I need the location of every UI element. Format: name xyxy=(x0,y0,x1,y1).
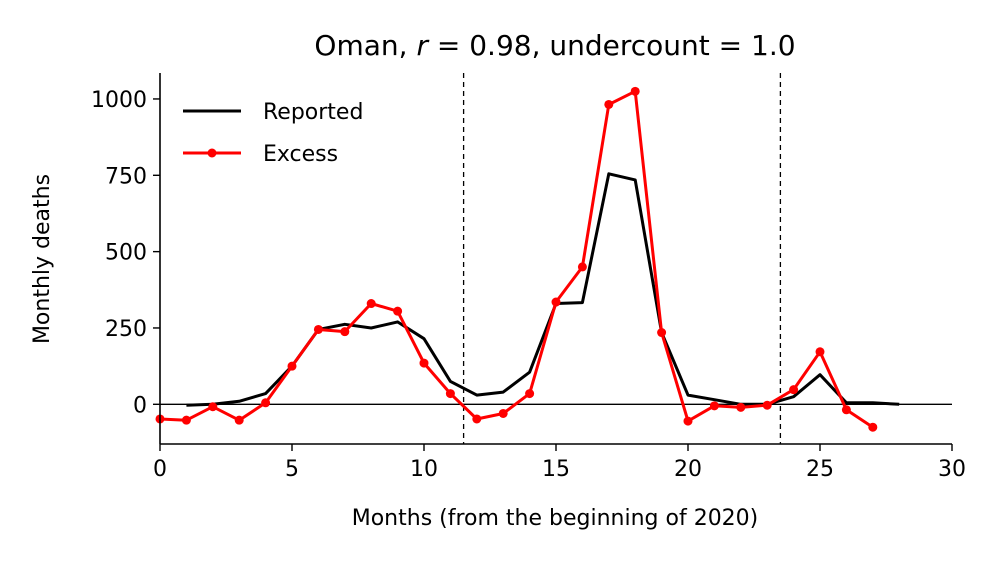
data-point-excess-25 xyxy=(815,347,825,357)
data-point-excess-21 xyxy=(709,401,719,411)
data-point-excess-8 xyxy=(366,299,376,309)
data-point-excess-6 xyxy=(313,324,323,334)
data-point-excess-26 xyxy=(841,405,851,415)
data-point-excess-27 xyxy=(868,422,878,432)
data-point-excess-15 xyxy=(551,297,561,307)
data-point-excess-20 xyxy=(683,416,693,426)
x-tick-label-2: 10 xyxy=(410,457,438,482)
x-axis-label: Months (from the beginning of 2020) xyxy=(352,506,759,531)
y-tick-label-4: 1000 xyxy=(91,88,147,113)
x-tick-label-1: 5 xyxy=(285,457,299,482)
data-point-excess-13 xyxy=(498,408,508,418)
y-tick-label-1: 250 xyxy=(105,317,147,342)
data-point-excess-5 xyxy=(287,361,297,371)
x-tick-label-0: 0 xyxy=(153,457,167,482)
data-point-excess-14 xyxy=(525,389,535,399)
y-axis-label: Monthly deaths xyxy=(30,174,55,344)
chart-title: Oman, r = 0.98, undercount = 1.0 xyxy=(314,29,795,62)
y-tick-label-2: 500 xyxy=(105,241,147,266)
legend-label-excess: Excess xyxy=(263,142,338,167)
y-tick-label-0: 0 xyxy=(133,393,147,418)
data-point-excess-9 xyxy=(393,306,403,316)
series-line-excess xyxy=(159,89,874,429)
title-prefix: Oman, xyxy=(314,29,416,62)
x-tick-label-5: 25 xyxy=(806,457,834,482)
data-point-excess-1 xyxy=(181,415,191,425)
title-suffix: = 0.98, undercount = 1.0 xyxy=(428,29,796,62)
data-point-excess-3 xyxy=(234,415,244,425)
data-point-excess-24 xyxy=(789,385,799,395)
data-point-excess-12 xyxy=(472,414,482,424)
legend-marker-excess xyxy=(207,148,217,158)
data-point-excess-4 xyxy=(261,398,271,408)
title-variable: r xyxy=(416,29,429,62)
data-point-excess-23 xyxy=(762,400,772,410)
plot-area: 0 5 10 15 20 25 30 0 250 500 750 1000 xyxy=(91,73,966,482)
data-point-excess-22 xyxy=(736,402,746,412)
x-tick-label-6: 30 xyxy=(938,457,966,482)
data-point-excess-11 xyxy=(445,389,455,399)
data-point-excess-7 xyxy=(340,327,350,337)
legend-label-reported: Reported xyxy=(263,100,363,125)
data-point-excess-17 xyxy=(604,99,614,109)
x-tick-label-4: 20 xyxy=(674,457,702,482)
data-point-excess-19 xyxy=(657,328,667,338)
data-point-excess-18 xyxy=(630,86,640,96)
series-line-reported xyxy=(186,172,900,407)
x-tick-label-3: 15 xyxy=(542,457,570,482)
data-point-excess-2 xyxy=(208,402,218,412)
data-point-excess-16 xyxy=(577,262,587,272)
data-point-excess-10 xyxy=(419,358,429,368)
y-tick-label-3: 750 xyxy=(105,164,147,189)
legend: Reported Excess xyxy=(183,100,363,167)
